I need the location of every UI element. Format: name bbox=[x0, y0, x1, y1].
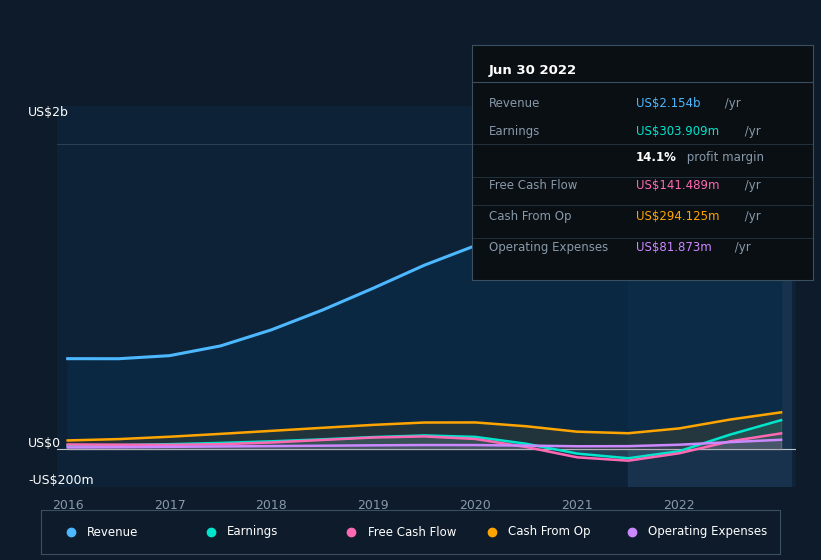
Bar bbox=[628, 106, 791, 487]
Text: US$294.125m: US$294.125m bbox=[635, 210, 719, 223]
Text: Free Cash Flow: Free Cash Flow bbox=[489, 179, 577, 193]
Text: 2019: 2019 bbox=[358, 500, 389, 512]
Text: US$81.873m: US$81.873m bbox=[635, 241, 711, 254]
Text: Earnings: Earnings bbox=[227, 525, 278, 539]
Text: Free Cash Flow: Free Cash Flow bbox=[368, 525, 456, 539]
Text: 2021: 2021 bbox=[562, 500, 593, 512]
Text: 2017: 2017 bbox=[154, 500, 186, 512]
Text: Revenue: Revenue bbox=[87, 525, 138, 539]
Text: Revenue: Revenue bbox=[489, 97, 540, 110]
Text: US$0: US$0 bbox=[28, 437, 61, 450]
Text: Operating Expenses: Operating Expenses bbox=[649, 525, 768, 539]
Text: 2022: 2022 bbox=[663, 500, 695, 512]
Text: -US$200m: -US$200m bbox=[28, 474, 94, 487]
Text: /yr: /yr bbox=[722, 97, 741, 110]
Text: Cash From Op: Cash From Op bbox=[508, 525, 590, 539]
Text: Jun 30 2022: Jun 30 2022 bbox=[489, 64, 577, 77]
Text: Cash From Op: Cash From Op bbox=[489, 210, 571, 223]
Text: US$2b: US$2b bbox=[28, 106, 69, 119]
Text: /yr: /yr bbox=[741, 179, 760, 193]
Text: profit margin: profit margin bbox=[683, 151, 764, 164]
Text: Operating Expenses: Operating Expenses bbox=[489, 241, 608, 254]
Text: 2016: 2016 bbox=[52, 500, 84, 512]
Text: 2020: 2020 bbox=[460, 500, 491, 512]
Text: /yr: /yr bbox=[741, 125, 760, 138]
Text: US$303.909m: US$303.909m bbox=[635, 125, 718, 138]
Text: US$2.154b: US$2.154b bbox=[635, 97, 700, 110]
Text: /yr: /yr bbox=[731, 241, 750, 254]
Text: US$141.489m: US$141.489m bbox=[635, 179, 719, 193]
Text: 14.1%: 14.1% bbox=[635, 151, 677, 164]
Text: 2018: 2018 bbox=[255, 500, 287, 512]
Text: Earnings: Earnings bbox=[489, 125, 540, 138]
Text: /yr: /yr bbox=[741, 210, 760, 223]
